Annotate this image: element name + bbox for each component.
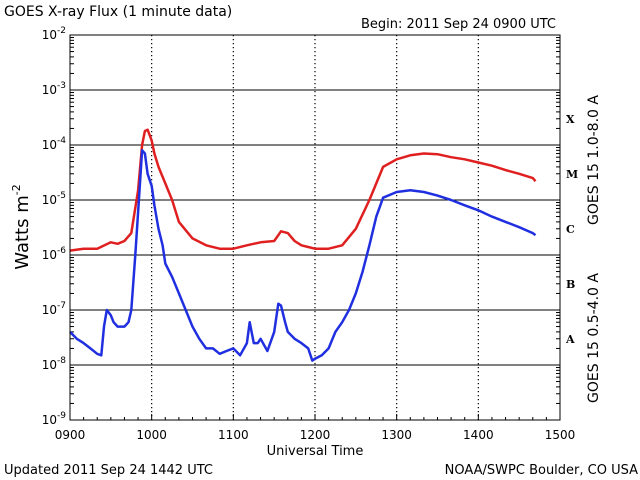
y-tick-label: 10-2: [42, 26, 66, 42]
y-tick-label: 10-3: [42, 81, 66, 97]
x-tick-label: 1500: [545, 428, 576, 442]
x-tick-label: 1400: [463, 428, 494, 442]
begin-time: Begin: 2011 Sep 24 0900 UTC: [361, 17, 556, 32]
y-tick-label: 10-4: [42, 136, 67, 152]
flare-class-a: A: [565, 333, 575, 346]
x-tick-label: 1200: [300, 428, 331, 442]
flare-class-x: X: [566, 113, 575, 126]
flare-class-m: M: [566, 168, 578, 181]
y-axis-label-exp: -2: [10, 184, 23, 195]
series-line-1: [69, 149, 537, 362]
credit: NOAA/SWPC Boulder, CO USA: [445, 463, 638, 478]
x-tick-label: 1000: [136, 428, 167, 442]
series-label-short: GOES 15 0.5-4.0 A: [586, 273, 602, 403]
x-tick-label: 1100: [218, 428, 249, 442]
chart-title: GOES X-ray Flux (1 minute data): [4, 4, 232, 20]
data-series: [69, 128, 537, 362]
plot-frame: [69, 34, 561, 421]
updated-time: Updated 2011 Sep 24 1442 UTC: [4, 463, 213, 478]
y-axis-label-base: Watts m: [12, 195, 33, 269]
y-tick-label: 10-8: [42, 356, 67, 372]
flare-class-b: B: [566, 278, 575, 291]
grid: [70, 35, 560, 420]
y-tick-label: 10-6: [42, 246, 67, 262]
y-tick-label: 10-7: [42, 301, 66, 317]
x-axis-label: Universal Time: [267, 444, 364, 459]
y-axis: 10-9 10-8 10-7 10-6 10-5 10-4 10-3 10-2: [42, 26, 560, 427]
x-tick-label: 0900: [55, 428, 86, 442]
y-axis-label: Watts m-2: [10, 184, 33, 269]
flare-class-labels: A B C M X: [565, 113, 578, 346]
x-tick-label: 1300: [381, 428, 412, 442]
y-tick-label: 10-5: [42, 191, 66, 207]
flare-class-c: C: [566, 223, 575, 236]
y-tick-label: 10-9: [42, 411, 67, 427]
series-label-long: GOES 15 1.0-8.0 A: [586, 95, 602, 225]
x-axis: 0900 1000 1100 1200 1300 1400 1500: [55, 414, 576, 442]
